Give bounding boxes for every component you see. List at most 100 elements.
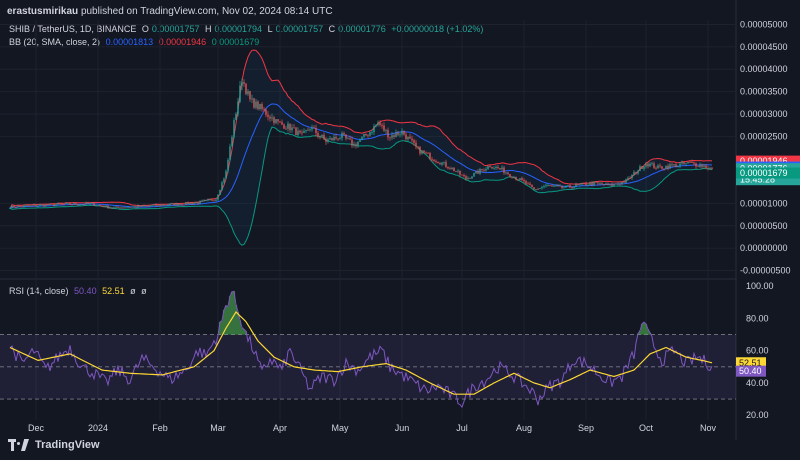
candle-body [119,207,121,209]
candle-body [461,174,463,176]
candle-body [287,123,289,129]
candle-body [679,163,681,166]
rsi-axis-tick: 40.00 [746,378,769,388]
candle-body [663,168,665,170]
candle-body [579,184,581,186]
candle-body [347,138,349,140]
candle-body [43,204,45,207]
price-axis-tick: 0.00004000 [740,64,788,74]
candle-body [499,168,501,170]
candle-body [407,136,409,140]
candle-body [639,166,641,171]
candle-body [399,134,401,136]
candle-body [605,183,607,185]
candle-body [49,203,51,206]
price-axis-tick: 0.00001000 [740,198,788,208]
rsi-legend[interactable]: RSI (14, close) 50.40 52.51 ø ø [9,286,150,296]
candle-body [207,199,209,201]
candle-body [535,188,537,190]
candle-body [355,144,357,146]
candle-body [361,136,363,140]
candle-body [331,138,333,141]
x-axis-label-mar: Mar [210,423,226,433]
price-axis-tick: 0.00005000 [740,19,788,29]
candle-body [333,137,335,141]
candle-body [89,203,91,205]
publisher-name: erastusmirikau [7,6,79,17]
x-axis-label-aug: Aug [516,423,532,433]
candle-body [59,203,61,205]
candle-body [437,161,439,164]
candle-body [169,203,171,205]
candle-body [703,165,705,167]
candle-body [621,181,623,184]
candle-body [469,178,471,179]
candle-body [181,204,183,205]
candle-body [471,176,473,179]
candle-body [161,204,163,206]
candle-body [643,166,645,169]
candle-body [479,169,481,174]
low-value: 0.00001757 [275,24,324,34]
candle-body [419,147,421,154]
symbol-title[interactable]: SHIB / TetherUS, 1D, BINANCE [9,24,137,34]
candle-body [629,177,631,179]
candle-body [13,205,15,208]
candle-body [51,203,53,205]
candle-body [9,208,11,210]
candle-body [149,205,151,207]
candle-body [517,179,519,181]
candle-body [619,183,621,185]
candle-body [125,207,127,209]
candle-body [559,185,561,187]
candle-body [507,172,509,175]
candle-body [205,200,207,201]
candle-body [671,164,673,166]
rsi-label[interactable]: RSI (14, close) [9,286,69,296]
candle-body [695,163,697,167]
candle-body [465,176,467,180]
candle-body [539,188,541,190]
candle-body [455,171,457,172]
candle-body [529,183,531,185]
candle-body [641,166,643,169]
candle-body [593,181,595,186]
candle-body [31,205,33,207]
candle-body [427,152,429,154]
rsi-legend-value: 50.40 [74,286,97,296]
candle-body [459,170,461,175]
candle-body [231,136,233,147]
candle-body [369,132,371,136]
candle-body [261,104,263,109]
candle-body [435,160,437,162]
candle-body [139,205,141,207]
candle-body [65,203,67,205]
candle-body [397,132,399,135]
candle-body [129,207,131,209]
candle-body [501,167,503,170]
candle-body [255,101,257,108]
candle-body [219,190,221,195]
candle-body [689,162,691,163]
candle-body [117,206,119,208]
candle-body [633,171,635,175]
candle-body [243,82,245,84]
bb-label[interactable]: BB (20, SMA, close, 2) [9,37,101,47]
candle-body [257,101,259,110]
candle-body [657,165,659,169]
candle-body [157,204,159,206]
candle-body [365,133,367,136]
candle-body [115,206,117,208]
candle-body [411,138,413,141]
candle-body [173,203,175,206]
candle-body [329,138,331,140]
candle-body [449,168,451,170]
candle-body [561,185,563,188]
candle-body [327,139,329,142]
ohlc-legend[interactable]: SHIB / TetherUS, 1D, BINANCE O 0.00001757… [9,24,486,34]
bb-legend[interactable]: BB (20, SMA, close, 2) 0.00001813 0.0000… [9,37,262,47]
candle-body [163,204,165,206]
candle-body [135,206,137,208]
candle-body [67,203,69,204]
